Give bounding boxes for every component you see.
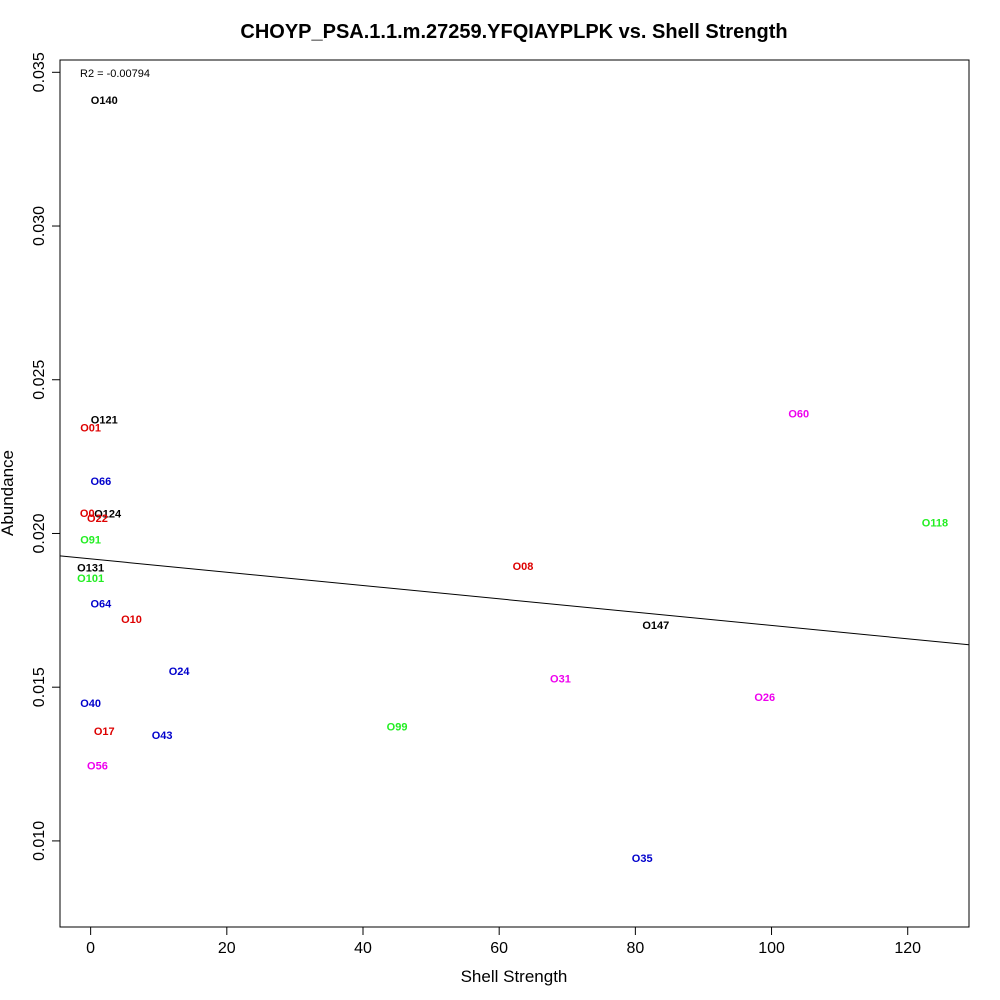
point-label-o0: O0	[80, 508, 95, 520]
point-label-o01: O01	[80, 422, 101, 434]
x-tick-label: 40	[354, 940, 372, 957]
chart-title: CHOYP_PSA.1.1.m.27259.YFQIAYPLPK vs. She…	[240, 21, 787, 43]
point-label-o22: O22	[87, 513, 108, 525]
y-tick-label: 0.010	[31, 821, 48, 861]
x-axis-label: Shell Strength	[461, 967, 568, 986]
point-label-o147: O147	[642, 620, 669, 632]
y-tick-label: 0.030	[31, 206, 48, 246]
point-label-o121: O121	[91, 415, 118, 427]
point-label-o60: O60	[788, 409, 809, 421]
x-tick-label: 60	[490, 940, 508, 957]
point-label-o118: O118	[922, 518, 948, 530]
plot-frame	[59, 59, 970, 928]
y-tick-label: 0.035	[31, 52, 48, 92]
point-label-o31: O31	[550, 674, 571, 686]
point-label-o91: O91	[80, 535, 101, 547]
point-label-o66: O66	[90, 476, 111, 488]
x-tick-label: 20	[218, 940, 236, 957]
x-tick-label: 120	[894, 940, 921, 957]
point-label-o17: O17	[94, 726, 115, 738]
x-axis: 0 20 40 60 80 100 120	[86, 926, 921, 957]
y-tick-label: 0.025	[31, 360, 48, 400]
point-label-o140: O140	[91, 95, 118, 107]
point-label-o40: O40	[80, 698, 101, 710]
point-label-o24: O24	[169, 666, 191, 678]
point-label-o124: O124	[94, 508, 122, 520]
point-label-o99: O99	[387, 722, 408, 734]
point-label-o26: O26	[754, 692, 775, 704]
point-label-o56: O56	[87, 761, 108, 773]
point-label-o101: O101	[77, 573, 104, 585]
point-label-o131: O131	[77, 562, 104, 574]
regression-line	[59, 555, 970, 646]
r2-annotation: R2 = -0.00794	[80, 68, 150, 80]
y-axis-label: Abundance	[0, 450, 17, 536]
y-tick-label: 0.015	[31, 667, 48, 707]
x-tick-label: 80	[626, 940, 644, 957]
point-label-o64: O64	[90, 599, 112, 611]
point-label-o35: O35	[632, 853, 653, 865]
point-label-o43: O43	[152, 730, 173, 742]
point-label-o10: O10	[121, 614, 142, 626]
y-tick-label: 0.020	[31, 513, 48, 553]
x-tick-label: 100	[758, 940, 785, 957]
point-label-o08: O08	[513, 561, 534, 573]
x-tick-label: 0	[86, 940, 95, 957]
y-axis: 0.010 0.015 0.020 0.025 0.030 0.035	[31, 52, 61, 861]
